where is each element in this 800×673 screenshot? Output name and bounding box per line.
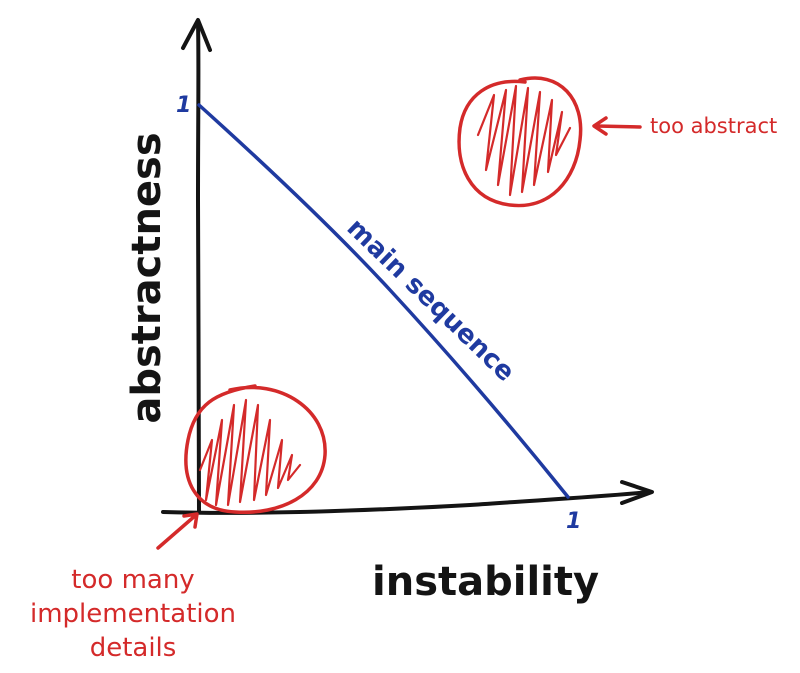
x-max-tick: 1 — [566, 509, 581, 534]
too-concrete-label-line-3: details — [90, 633, 177, 663]
too-abstract-label: too abstract — [650, 114, 777, 138]
zone-too-concrete — [184, 384, 327, 515]
zone-too-abstract — [457, 76, 583, 208]
zone-scribble-top — [476, 84, 572, 197]
too-concrete-label-line-2: implementation — [30, 599, 236, 629]
zone-circle-bottom — [184, 384, 327, 515]
main-sequence-label: main sequence — [341, 213, 520, 388]
too-abstract-arrow — [592, 116, 642, 136]
x-axis-label: instability — [372, 559, 599, 605]
y-axis-line — [196, 22, 201, 514]
x-axis-arrowhead — [620, 480, 654, 505]
zone-circle-top — [457, 76, 583, 208]
y-axis-arrowhead — [181, 18, 212, 52]
zone-scribble-bottom — [198, 398, 302, 507]
main-sequence-line — [197, 103, 570, 499]
y-max-tick: 1 — [176, 93, 191, 118]
y-axis-label: abstractness — [124, 132, 170, 423]
too-concrete-arrow — [156, 512, 199, 550]
too-concrete-label-line-1: too many — [71, 565, 194, 595]
